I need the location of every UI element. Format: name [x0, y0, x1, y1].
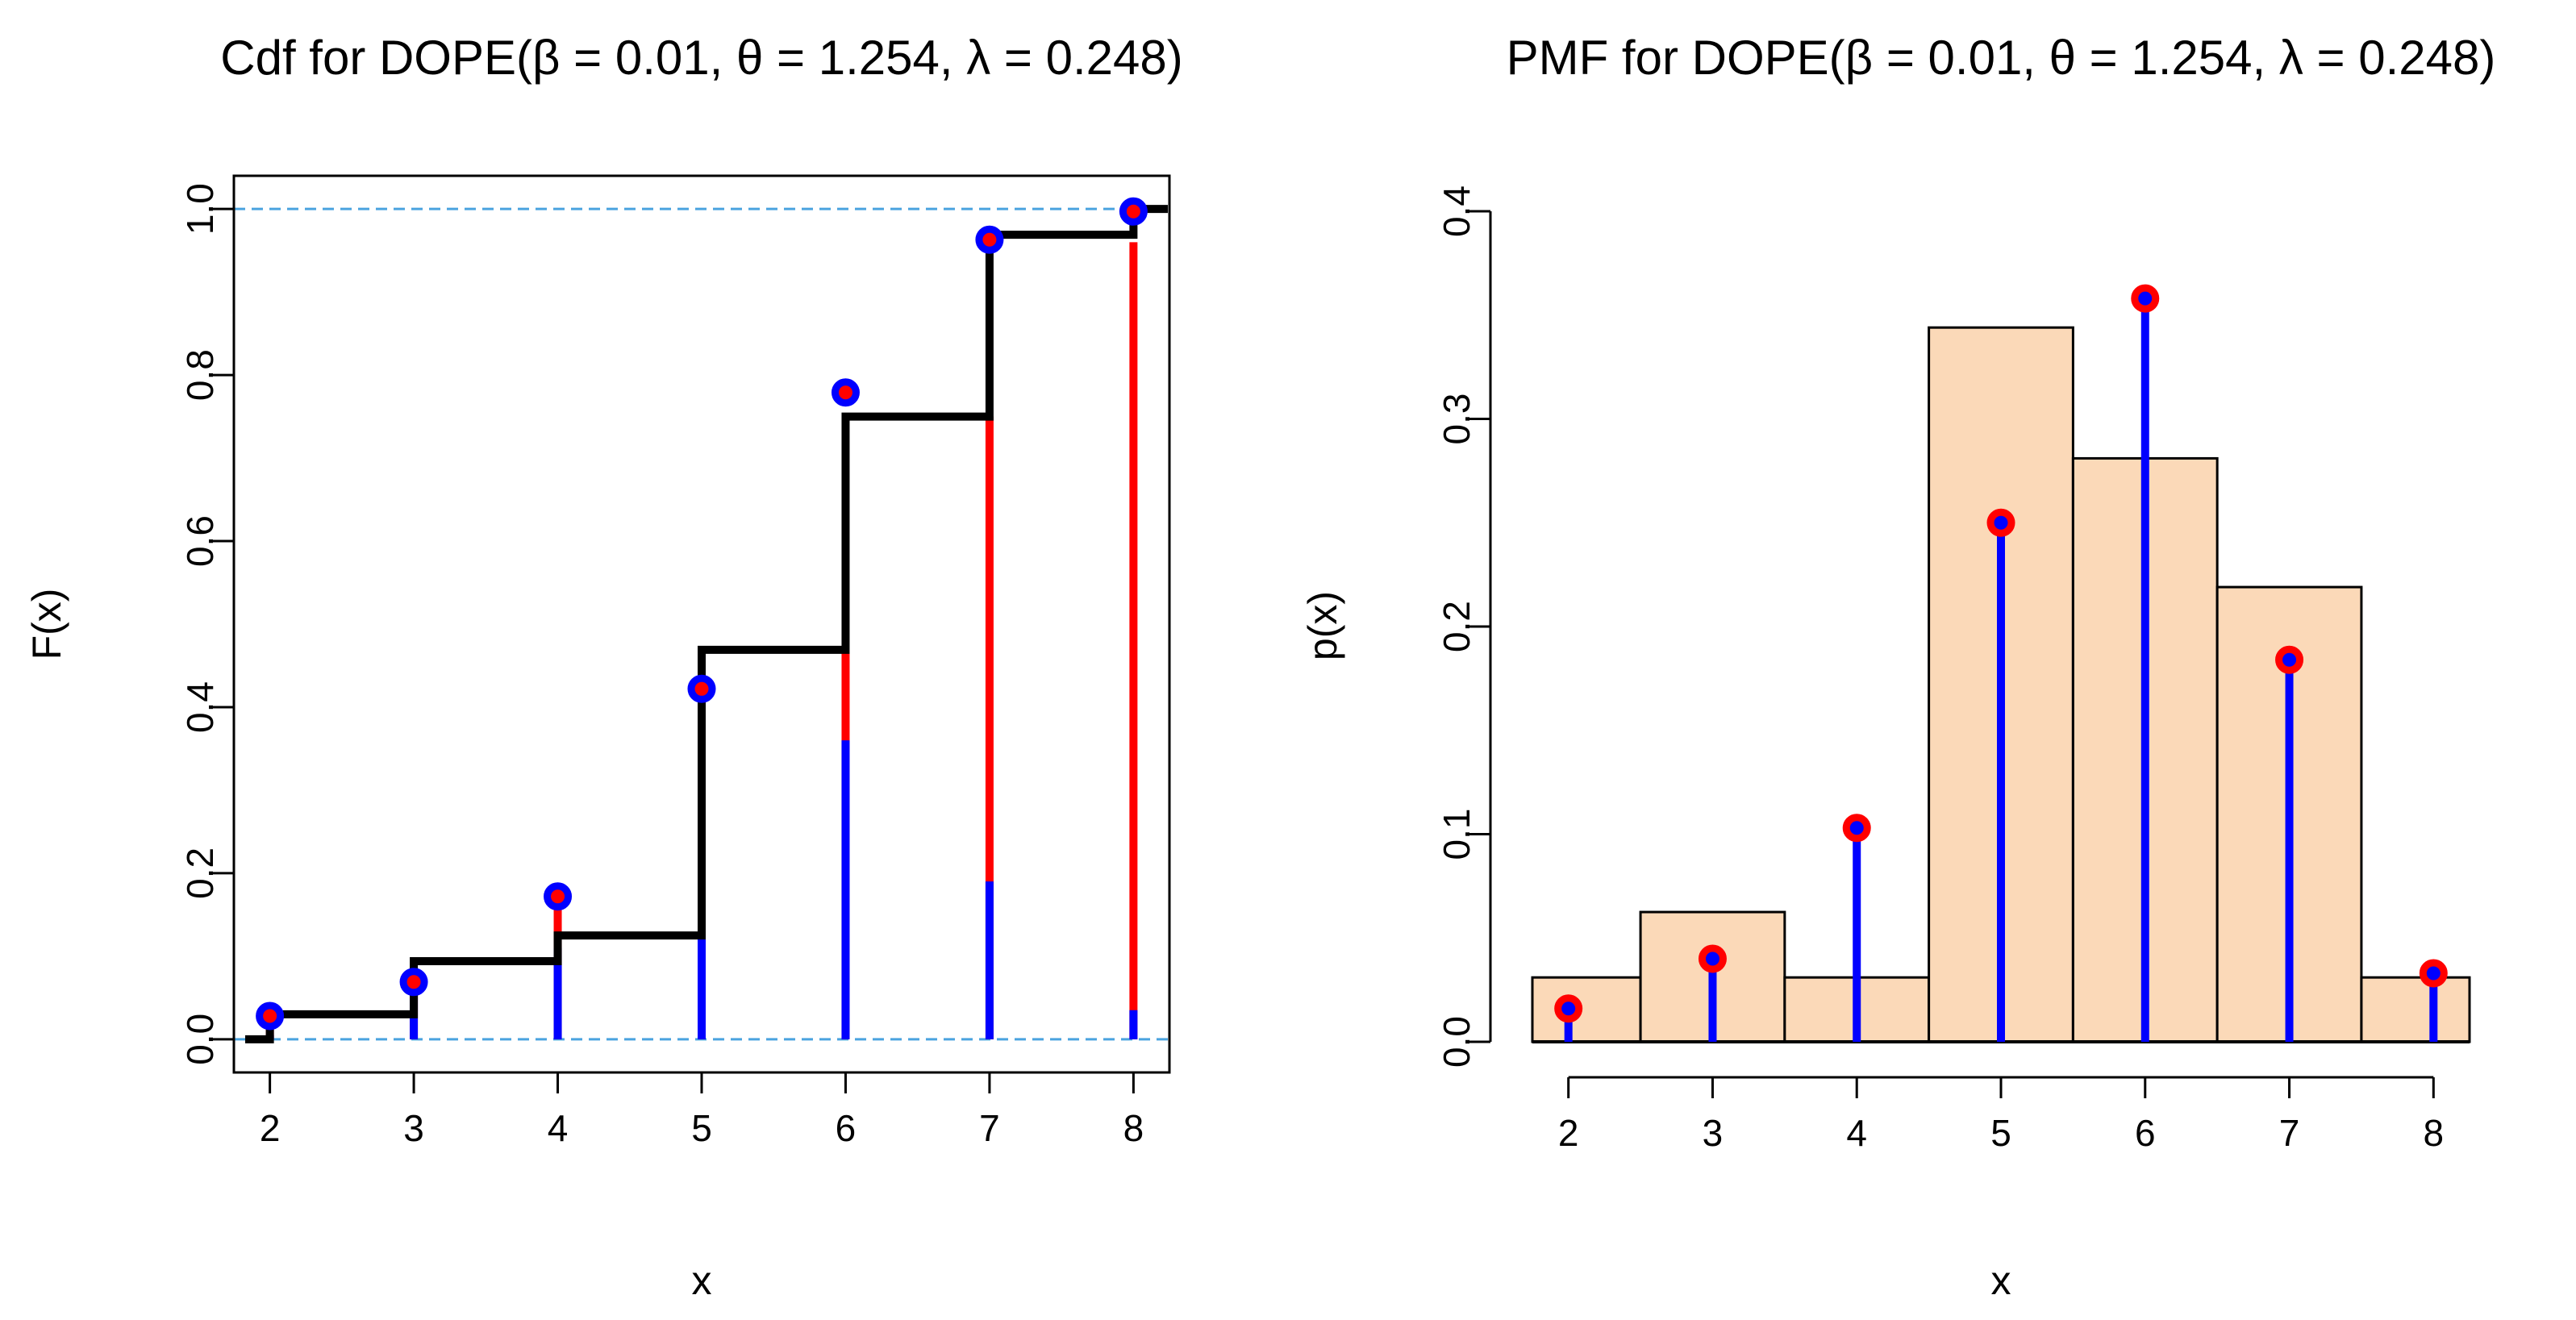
cdf-point — [831, 378, 860, 407]
cdf-point — [975, 225, 1004, 254]
y-tick-label: 0.0 — [179, 1014, 221, 1065]
cdf-point — [256, 1001, 285, 1031]
y-axis: 0.0 0.1 0.2 0.3 0.4 — [1436, 185, 1492, 1068]
chart-title: Cdf for DOPE(β = 0.01, θ = 1.254, λ = 0.… — [220, 31, 1183, 85]
y-axis-title: F(x) — [24, 589, 69, 660]
pmf-point — [1554, 994, 1583, 1023]
x-tick-label: 4 — [548, 1107, 569, 1149]
cdf-point — [544, 882, 573, 911]
cdf-point — [1119, 197, 1148, 226]
pmf-point — [1842, 814, 1871, 843]
x-tick-label: 4 — [1846, 1112, 1867, 1154]
pmf-panel: PMF for DOPE(β = 0.01, θ = 1.254, λ = 0.… — [1300, 31, 2495, 1303]
histogram-bar — [1531, 976, 1642, 1043]
chart-title: PMF for DOPE(β = 0.01, θ = 1.254, λ = 0.… — [1507, 31, 2496, 85]
x-tick-label: 5 — [691, 1107, 712, 1149]
x-axis-title: x — [1991, 1258, 2011, 1303]
y-tick-label: 0.4 — [1436, 185, 1478, 237]
x-tick-label: 6 — [836, 1107, 857, 1149]
y-tick-label: 0.8 — [179, 349, 221, 401]
pmf-point — [2419, 959, 2448, 988]
x-axis: 2 3 4 5 6 7 8 — [1558, 1076, 2445, 1154]
y-tick-label: 0.6 — [179, 515, 221, 567]
x-tick-label: 8 — [2424, 1112, 2445, 1154]
pmf-point — [1698, 944, 1727, 973]
cdf-point — [687, 674, 716, 703]
x-tick-label: 5 — [1990, 1112, 2011, 1154]
y-tick-label: 0.2 — [179, 847, 221, 899]
x-tick-label: 2 — [1558, 1112, 1579, 1154]
y-tick-label: 1.0 — [179, 183, 221, 235]
y-axis-title: p(x) — [1300, 591, 1345, 660]
cdf-panel: Cdf for DOPE(β = 0.01, θ = 1.254, λ = 0.… — [24, 31, 1183, 1303]
pmf-point — [2275, 645, 2304, 674]
x-tick-label: 7 — [979, 1107, 1000, 1149]
x-tick-label: 7 — [2279, 1112, 2300, 1154]
cdf-point — [399, 968, 428, 997]
x-tick-label: 8 — [1123, 1107, 1144, 1149]
y-tick-label: 0.0 — [1436, 1016, 1478, 1068]
pmf-point — [1986, 508, 2015, 537]
x-tick-label: 3 — [1703, 1112, 1724, 1154]
x-axis: 2 3 4 5 6 7 8 — [260, 1071, 1144, 1149]
x-tick-label: 6 — [2135, 1112, 2156, 1154]
pmf-point — [2131, 284, 2160, 313]
y-axis: 0.0 0.2 0.4 0.6 0.8 1.0 — [179, 183, 236, 1065]
y-tick-label: 0.3 — [1436, 394, 1478, 445]
x-axis-title: x — [692, 1258, 712, 1303]
x-tick-label: 2 — [260, 1107, 281, 1149]
y-tick-label: 0.4 — [179, 681, 221, 733]
cdf-step-line — [245, 205, 1168, 1043]
histogram-bar — [2360, 976, 2471, 1043]
y-tick-label: 0.2 — [1436, 601, 1478, 652]
x-tick-label: 3 — [403, 1107, 424, 1149]
y-tick-label: 0.1 — [1436, 809, 1478, 860]
